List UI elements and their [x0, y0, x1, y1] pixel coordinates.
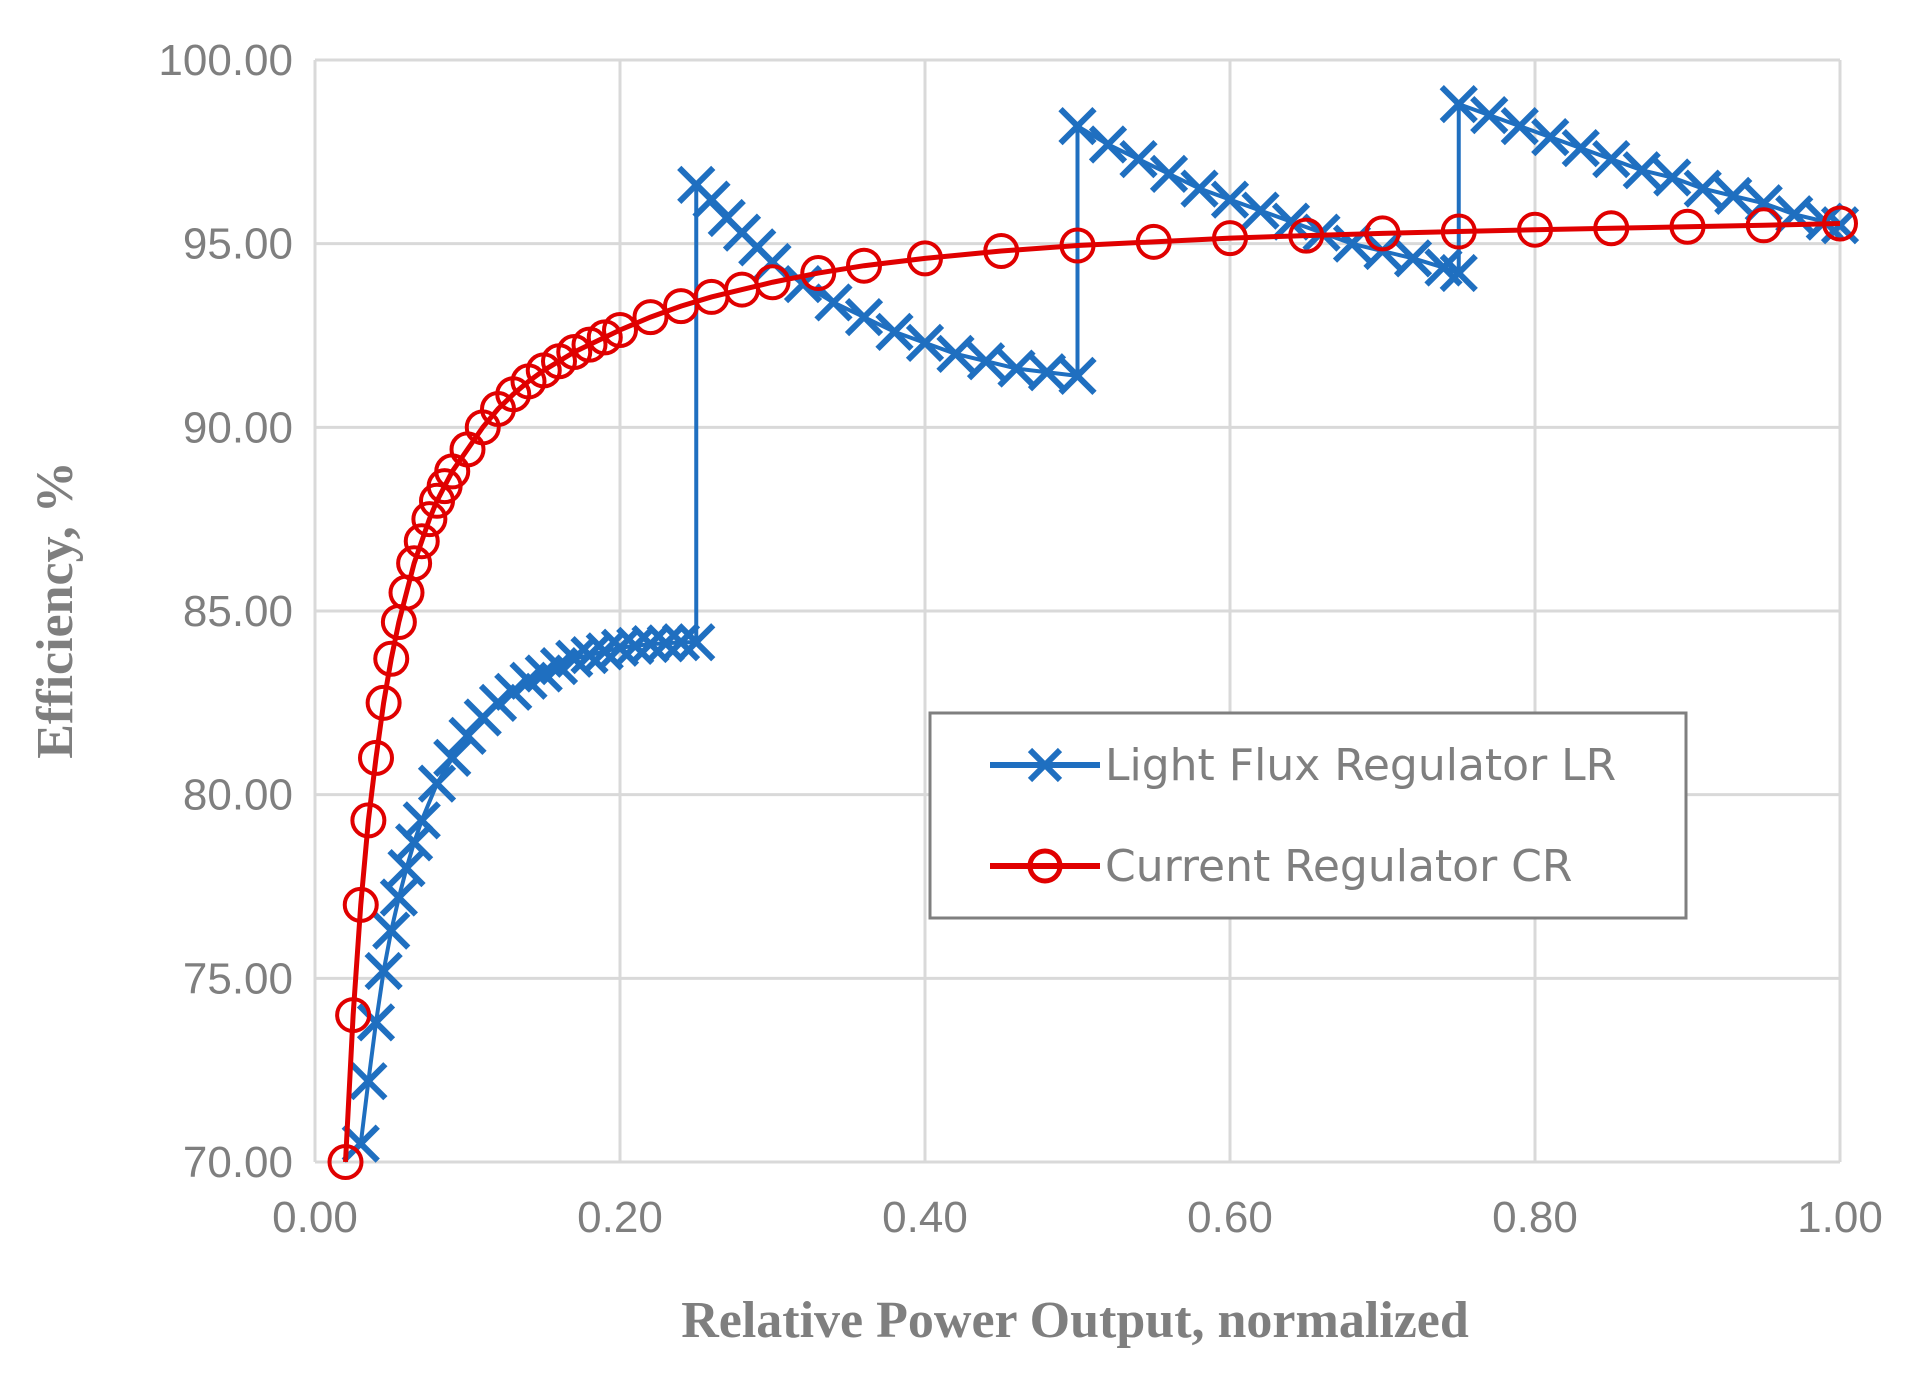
data-point	[1210, 180, 1250, 219]
y-tick-label: 75.00	[183, 954, 293, 1003]
data-point	[1135, 223, 1172, 260]
data-point	[1531, 118, 1570, 157]
data-point	[1653, 158, 1692, 197]
legend-marker-cr	[1027, 848, 1063, 884]
data-point	[365, 684, 402, 721]
data-point	[1440, 213, 1477, 250]
y-tick-label: 85.00	[183, 587, 293, 636]
data-point	[1271, 202, 1311, 241]
legend-box	[928, 711, 1688, 920]
data-point	[814, 283, 853, 322]
data-point	[800, 255, 837, 292]
data-point	[983, 233, 1020, 270]
x-tick-label: 0.60	[1187, 1193, 1273, 1242]
data-point	[1822, 205, 1858, 242]
data-point	[875, 312, 914, 351]
data-point	[349, 1062, 388, 1101]
y-tick-label: 80.00	[183, 771, 293, 820]
legend: Light Flux Regulator LR Current Regulato…	[928, 711, 1688, 920]
data-point	[1058, 356, 1097, 396]
legend-label-cr: Current Regulator CR	[1105, 841, 1572, 892]
data-point	[1592, 140, 1631, 179]
y-tick-label: 100.00	[158, 36, 293, 85]
data-point	[1745, 207, 1782, 244]
y-tick-labels: 70.00 75.00 80.00 85.00 90.00 95.00 100.00	[158, 36, 293, 1187]
data-point	[1241, 191, 1280, 230]
data-point	[1439, 253, 1478, 293]
data-point	[677, 623, 716, 662]
data-point	[905, 323, 945, 362]
data-point	[350, 802, 387, 839]
x-axis-title: Relative Power Output, normalized	[681, 1292, 1469, 1349]
data-point	[403, 523, 440, 560]
data-point	[1059, 227, 1096, 264]
data-point	[395, 823, 434, 862]
x-tick-label: 0.40	[882, 1193, 968, 1242]
data-point	[646, 624, 685, 663]
data-point	[632, 299, 669, 336]
data-point	[373, 640, 410, 677]
legend-label-lr: Light Flux Regulator LR	[1105, 740, 1616, 791]
y-tick-label: 95.00	[183, 220, 293, 269]
data-point	[1027, 353, 1067, 392]
data-point	[1561, 129, 1600, 168]
data-point	[936, 334, 975, 373]
data-point	[335, 997, 372, 1034]
data-point	[396, 545, 433, 582]
x-tick-label: 1.00	[1797, 1193, 1883, 1242]
data-point	[1058, 106, 1097, 146]
data-point	[907, 240, 943, 277]
data-point	[631, 624, 670, 664]
data-point	[844, 298, 884, 337]
y-tick-label: 70.00	[183, 1138, 293, 1187]
y-tick-label: 90.00	[183, 403, 293, 452]
data-point	[1212, 220, 1248, 257]
x-tick-label: 0.00	[272, 1193, 358, 1242]
data-point	[966, 342, 1006, 381]
data-point	[1470, 95, 1509, 135]
data-point	[1439, 84, 1478, 124]
data-point	[1517, 211, 1553, 248]
data-point	[387, 849, 426, 888]
data-point	[364, 951, 403, 991]
data-point	[1149, 154, 1189, 193]
legend-marker-lr	[1027, 747, 1063, 783]
data-point	[342, 886, 379, 923]
data-point	[402, 801, 441, 840]
data-point	[433, 738, 472, 778]
x-tick-label: 0.80	[1492, 1193, 1578, 1242]
data-point	[602, 311, 638, 348]
data-point	[1288, 217, 1325, 254]
data-point	[358, 739, 394, 776]
x-tick-label: 0.20	[577, 1193, 663, 1242]
data-point	[600, 628, 640, 667]
data-point	[411, 501, 448, 538]
data-point	[1088, 125, 1128, 164]
data-point	[1500, 106, 1539, 146]
data-point	[1714, 176, 1753, 216]
data-point	[1393, 239, 1433, 278]
data-point	[327, 1144, 364, 1180]
data-point	[846, 247, 882, 284]
y-axis-title: Efficiency, %	[27, 461, 84, 759]
data-point	[1119, 140, 1158, 179]
data-point	[754, 264, 791, 301]
data-point	[997, 349, 1036, 388]
data-point	[372, 911, 411, 950]
data-point	[1669, 208, 1706, 245]
data-point	[1683, 169, 1722, 208]
data-point	[379, 878, 418, 917]
data-point	[1364, 215, 1401, 252]
data-point	[616, 626, 655, 666]
data-series	[327, 84, 1860, 1180]
data-point	[661, 623, 701, 662]
data-point	[1593, 210, 1630, 247]
data-point	[1180, 169, 1219, 208]
x-tick-labels: 0.00 0.20 0.40 0.60 0.80 1.00	[272, 1193, 1883, 1242]
data-point	[1622, 151, 1661, 190]
data-point	[356, 1003, 396, 1042]
series-current-regulator-cr	[327, 205, 1858, 1180]
data-point	[417, 764, 457, 803]
